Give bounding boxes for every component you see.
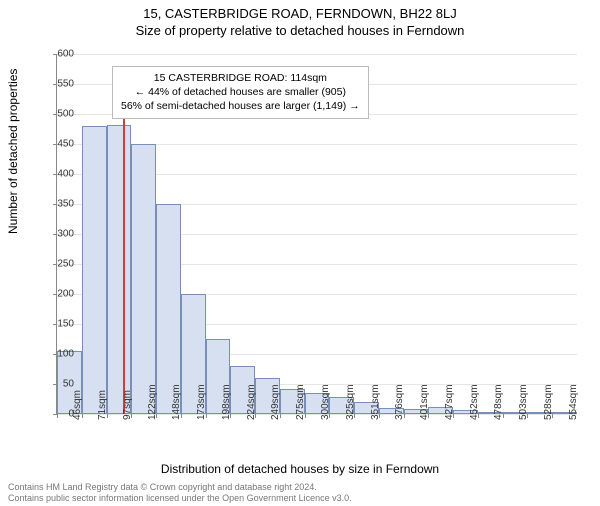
- y-tick-label: 600: [44, 49, 74, 60]
- x-tick-label: 97sqm: [122, 390, 133, 420]
- histogram-bar: [82, 126, 107, 414]
- x-tick-label: 300sqm: [320, 384, 331, 420]
- property-marker-line: [123, 90, 125, 414]
- legend-line-3: 56% of semi-detached houses are larger (…: [121, 99, 360, 113]
- y-tick-label: 550: [44, 79, 74, 90]
- x-tick-label: 401sqm: [419, 384, 430, 420]
- x-tick-label: 351sqm: [370, 384, 381, 420]
- chart-legend: 15 CASTERBRIDGE ROAD: 114sqm ← 44% of de…: [112, 66, 369, 119]
- x-tick-label: 46sqm: [72, 390, 83, 420]
- y-tick-label: 400: [44, 169, 74, 180]
- histogram-bar: [107, 125, 132, 414]
- x-tick-label: 376sqm: [394, 384, 405, 420]
- y-tick-label: 100: [44, 349, 74, 360]
- legend-line-1: 15 CASTERBRIDGE ROAD: 114sqm: [121, 71, 360, 85]
- x-tick-label: 325sqm: [345, 384, 356, 420]
- x-tick-label: 452sqm: [469, 384, 480, 420]
- y-tick-label: 350: [44, 199, 74, 210]
- y-tick-label: 50: [44, 379, 74, 390]
- y-tick-label: 300: [44, 229, 74, 240]
- footer-attribution: Contains HM Land Registry data © Crown c…: [8, 482, 352, 504]
- y-tick-label: 250: [44, 259, 74, 270]
- x-tick-label: 528sqm: [543, 384, 554, 420]
- y-axis-label: Number of detached properties: [6, 69, 20, 234]
- footer-line-1: Contains HM Land Registry data © Crown c…: [8, 482, 352, 493]
- histogram-bar: [131, 144, 156, 414]
- y-tick-label: 500: [44, 109, 74, 120]
- y-tick-label: 0: [44, 409, 74, 420]
- y-tick-label: 450: [44, 139, 74, 150]
- x-tick-label: 198sqm: [221, 384, 232, 420]
- x-tick-label: 71sqm: [97, 390, 108, 420]
- page-subtitle: Size of property relative to detached ho…: [0, 23, 600, 38]
- y-tick-label: 200: [44, 289, 74, 300]
- x-tick-label: 122sqm: [147, 384, 158, 420]
- x-axis-label: Distribution of detached houses by size …: [0, 462, 600, 476]
- legend-line-2: ← 44% of detached houses are smaller (90…: [121, 85, 360, 99]
- x-tick-label: 503sqm: [518, 384, 529, 420]
- x-tick-label: 224sqm: [246, 384, 257, 420]
- page-title: 15, CASTERBRIDGE ROAD, FERNDOWN, BH22 8L…: [0, 6, 600, 21]
- footer-line-2: Contains public sector information licen…: [8, 493, 352, 504]
- gridline: [57, 54, 577, 55]
- x-tick-label: 427sqm: [444, 384, 455, 420]
- x-tick-label: 478sqm: [493, 384, 504, 420]
- x-tick-label: 148sqm: [171, 384, 182, 420]
- x-tick-label: 173sqm: [196, 384, 207, 420]
- x-tick-label: 249sqm: [270, 384, 281, 420]
- x-tick-label: 275sqm: [295, 384, 306, 420]
- histogram-bar: [156, 204, 181, 414]
- y-tick-label: 150: [44, 319, 74, 330]
- x-tick-label: 554sqm: [568, 384, 579, 420]
